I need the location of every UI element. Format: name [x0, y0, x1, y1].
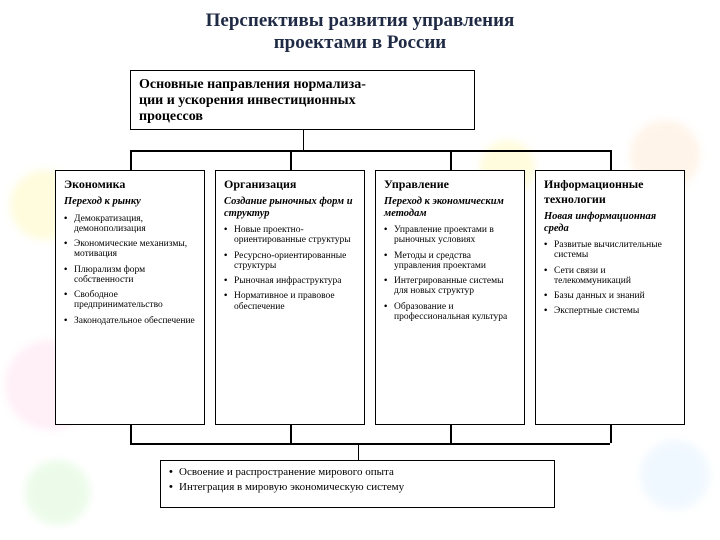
column-box-2: Управление Переход к экономическим метода… [375, 170, 525, 425]
bullet-item: Развитые вычислительные системы [544, 240, 676, 261]
connector-line [610, 150, 612, 170]
header-text1: Основные направления нормализа- [139, 77, 466, 93]
bottom-box: Освоение и распространение мирового опыт… [160, 460, 555, 508]
connector-line [450, 150, 452, 170]
bottom-bullet: Освоение и распространение мирового опыт… [169, 467, 546, 479]
header-box: Основные направления нормализа- ции и ус… [130, 70, 475, 130]
bullet-item: Новые проектно-ориентированные структуры [224, 225, 356, 246]
column-subtitle: Создание рыночных форм и структур [224, 196, 356, 219]
column-subtitle: Переход к экономическим методам [384, 196, 516, 219]
bullet-item: Демократизация, демонополизация [64, 214, 196, 235]
bg-blob [640, 440, 710, 510]
connector-line [130, 443, 610, 445]
column-bullets: Новые проектно-ориентированные структуры… [224, 225, 356, 312]
bullet-item: Управление проектами в рыночных условиях [384, 225, 516, 246]
connector-line [358, 443, 360, 460]
connector-line [290, 425, 292, 443]
column-bullets: Демократизация, демонополизация Экономиче… [64, 214, 196, 326]
bg-blob [25, 460, 90, 525]
column-box-0: Экономика Переход к рынку Демократизация, … [55, 170, 205, 425]
bullet-item: Нормативное и правовое обеспечение [224, 291, 356, 312]
bottom-bullet: Интеграция в мировую экономическую систе… [169, 482, 546, 494]
connector-line [290, 150, 292, 170]
connector-line [610, 425, 612, 443]
slide-title-line2: проектами в России [0, 32, 720, 54]
column-subtitle: Новая информационная среда [544, 211, 676, 234]
bullet-item: Интегрированные системы для новых структ… [384, 276, 516, 297]
column-box-3: Информационные технологии Новая информаци… [535, 170, 685, 425]
bullet-item: Рыночная инфраструктура [224, 276, 356, 286]
bullet-item: Экономические механизмы, мотивация [64, 239, 196, 260]
column-subtitle: Переход к рынку [64, 196, 196, 208]
connector-line [130, 425, 132, 443]
slide-title-line1: Перспективы развития управления [0, 10, 720, 32]
bullet-item: Ресурсно-ориентированные структуры [224, 251, 356, 272]
column-title: Управление [384, 177, 516, 192]
column-box-1: Организация Создание рыночных форм и стру… [215, 170, 365, 425]
connector-line [303, 130, 305, 150]
column-bullets: Управление проектами в рыночных условиях… [384, 225, 516, 322]
header-text2: ции и ускорения инвестиционных [139, 93, 466, 109]
slide-title: Перспективы развития управления проектам… [0, 10, 720, 54]
bullet-item: Сети связи и телекоммуникаций [544, 266, 676, 287]
connector-line [130, 150, 132, 170]
bullet-item: Экспертные системы [544, 306, 676, 316]
bullet-item: Свободное предпринимательство [64, 290, 196, 311]
column-title: Информационные технологии [544, 177, 676, 207]
bullet-item: Плюрализм форм собственности [64, 265, 196, 286]
connector-line [450, 425, 452, 443]
column-title: Экономика [64, 177, 196, 192]
bullet-item: Образование и профессиональная культура [384, 302, 516, 323]
column-title: Организация [224, 177, 356, 192]
header-text3: процессов [139, 109, 466, 125]
bullet-item: Законодательное обеспечение [64, 316, 196, 326]
column-bullets: Развитые вычислительные системы Сети связ… [544, 240, 676, 317]
bullet-item: Методы и средства управления проектами [384, 251, 516, 272]
connector-line [130, 150, 610, 152]
bullet-item: Базы данных и знаний [544, 291, 676, 301]
